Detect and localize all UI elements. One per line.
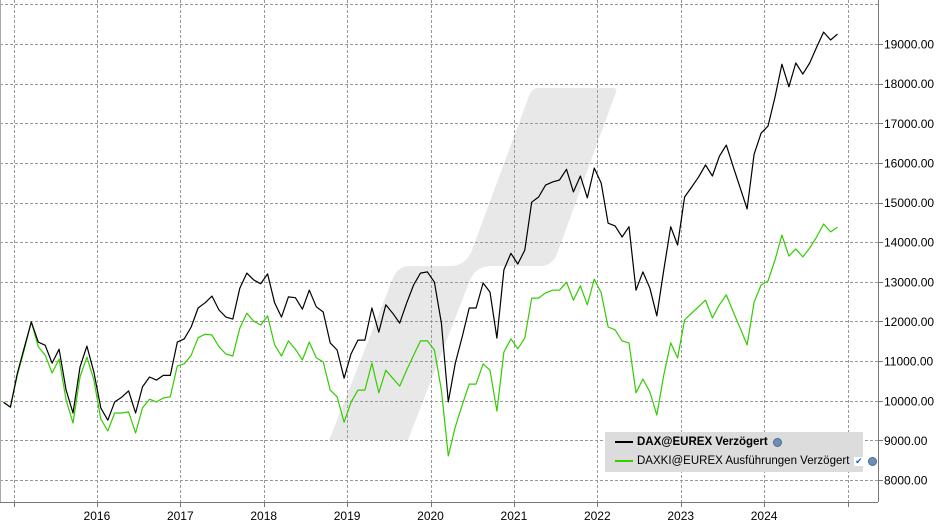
- y-tick-label: 10000.00: [884, 394, 934, 408]
- y-tick-label: 12000.00: [884, 315, 934, 329]
- y-tick-label: 19000.00: [884, 38, 934, 52]
- y-tick-label: 18000.00: [884, 77, 934, 91]
- axes: 2016 2017 2018 2019 2020 2021 2022 2023 2024 8000…: [0, 0, 934, 523]
- y-tick-label: 16000.00: [884, 156, 934, 170]
- legend-swatch-green: [615, 460, 633, 462]
- y-tick-label: 8000.00: [884, 474, 928, 488]
- x-tick-label: 2024: [751, 509, 778, 523]
- legend-label: DAX@EUREX Verzögert: [637, 436, 768, 448]
- globe-icon[interactable]: [772, 437, 782, 447]
- y-tick-label: 17000.00: [884, 117, 934, 131]
- grid: [0, 0, 878, 502]
- x-tick-label: 2018: [250, 509, 277, 523]
- legend-item-daxki[interactable]: DAXKI@EUREX Ausführungen Verzögert ✔: [615, 453, 878, 469]
- x-tick-label: 2017: [167, 509, 194, 523]
- y-tick-label: 15000.00: [884, 196, 934, 210]
- x-tick-label: 2019: [334, 509, 361, 523]
- y-tick-label: 11000.00: [884, 355, 933, 369]
- y-tick-label: 14000.00: [884, 236, 934, 250]
- series-group: [3, 31, 838, 457]
- legend-label: DAXKI@EUREX Ausführungen Verzögert: [637, 455, 850, 467]
- x-tick-label: 2021: [501, 509, 528, 523]
- y-tick-label: 13000.00: [884, 275, 934, 289]
- x-tick-label: 2020: [417, 509, 444, 523]
- x-tick-label: 2016: [84, 509, 111, 523]
- checkmark-icon[interactable]: ✔: [854, 455, 864, 466]
- globe-icon[interactable]: [868, 456, 878, 466]
- x-tick-label: 2022: [584, 509, 611, 523]
- watermark-logo: [328, 88, 617, 440]
- legend-swatch-black: [615, 441, 633, 443]
- legend-item-dax[interactable]: DAX@EUREX Verzögert: [615, 434, 782, 450]
- y-tick-label: 9000.00: [884, 434, 928, 448]
- series-line-dax: [3, 31, 838, 421]
- legend: DAX@EUREX Verzögert DAXKI@EUREX Ausführu…: [605, 432, 878, 472]
- series-line-daxki: [3, 223, 838, 457]
- x-tick-label: 2023: [667, 509, 694, 523]
